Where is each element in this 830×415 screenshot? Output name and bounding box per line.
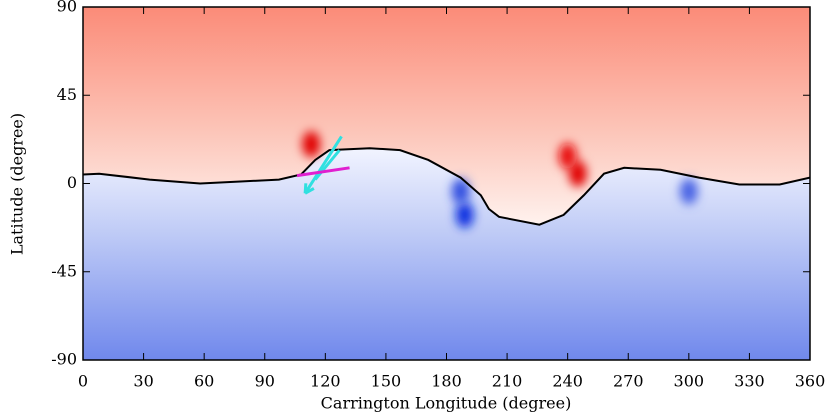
y-tick-label: -90: [51, 350, 77, 369]
x-tick-label: 270: [613, 372, 644, 391]
x-tick-label: 60: [194, 372, 214, 391]
flux-spot: [568, 160, 587, 187]
x-tick-label: 150: [371, 372, 402, 391]
arrow-head: [303, 183, 308, 194]
arrow: [314, 149, 341, 181]
y-tick-label: 90: [57, 0, 77, 16]
x-tick-label: 360: [795, 372, 826, 391]
negative-region: [83, 148, 810, 360]
flux-spot: [455, 201, 474, 228]
x-tick-label: 0: [78, 372, 88, 391]
y-tick-label: 0: [67, 173, 77, 192]
x-tick-label: 30: [133, 372, 153, 391]
x-tick-label: 180: [431, 372, 462, 391]
flux-spot: [679, 178, 698, 205]
x-tick-label: 90: [255, 372, 275, 391]
y-tick-label: 45: [57, 85, 77, 104]
x-tick-label: 240: [552, 372, 583, 391]
arrow: [303, 135, 343, 195]
x-tick-label: 330: [734, 372, 765, 391]
x-tick-label: 210: [492, 372, 523, 391]
x-tick-label: 120: [310, 372, 341, 391]
flux-spot: [302, 131, 321, 158]
x-axis-label: Carrington Longitude (degree): [321, 394, 572, 413]
y-tick-label: -45: [51, 261, 77, 280]
positive-region: [83, 7, 810, 225]
arrow: [296, 166, 350, 178]
x-tick-label: 300: [674, 372, 705, 391]
flux-spot: [558, 143, 577, 170]
neutral-line: [83, 147, 810, 226]
plot-area: [83, 7, 810, 360]
flux-spot: [451, 178, 470, 205]
y-axis-label: Latitude (degree): [8, 113, 27, 255]
